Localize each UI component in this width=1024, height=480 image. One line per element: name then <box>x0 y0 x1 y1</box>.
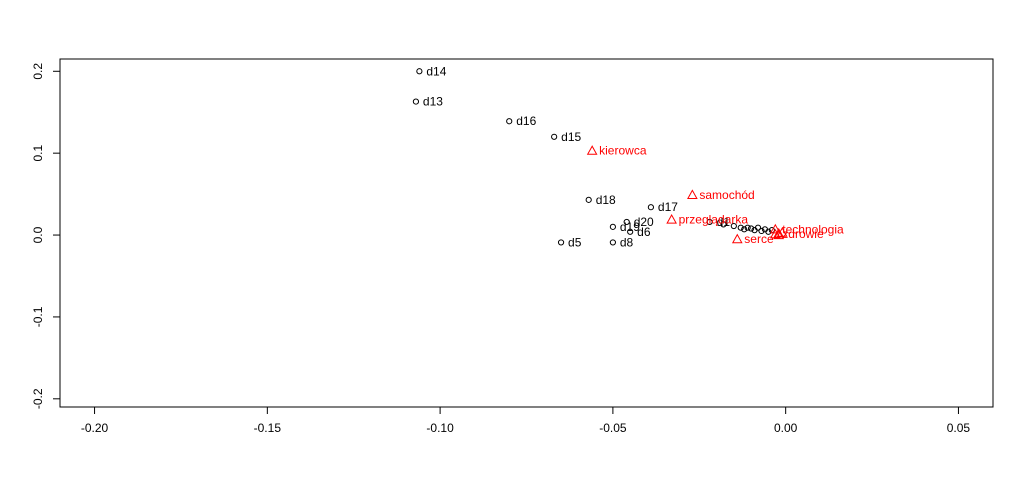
term-marker <box>773 227 785 238</box>
term-marker <box>769 223 781 234</box>
point-marker <box>744 224 751 231</box>
point-marker <box>720 221 727 228</box>
y-tick-label: 0.1 <box>31 145 45 162</box>
point-marker <box>585 196 592 203</box>
point-label: d19 <box>620 220 640 234</box>
point-marker <box>706 218 713 226</box>
point-marker <box>647 204 655 211</box>
point-label: d8 <box>620 235 634 249</box>
point-label: d5 <box>568 235 582 249</box>
term-label: technologia <box>782 222 844 236</box>
y-tick-label: -0.2 <box>31 388 45 409</box>
plot-frame <box>59 58 994 408</box>
x-tick-label: 0.05 <box>947 421 971 435</box>
point-marker <box>737 224 744 231</box>
y-tick-label: 0.2 <box>31 63 45 80</box>
x-tick-label: -0.15 <box>254 421 282 435</box>
term-label: przeglądarka <box>679 212 749 226</box>
point-marker <box>609 223 616 230</box>
term-marker <box>666 213 677 224</box>
point-marker <box>506 118 513 125</box>
x-tick-label: -0.10 <box>426 421 454 435</box>
point-marker <box>609 239 616 246</box>
x-tick-label: -0.05 <box>599 421 627 435</box>
point-marker <box>741 226 748 233</box>
point-marker <box>758 227 765 235</box>
x-axis: -0.20 -0.15 -0.10 -0.05 0.00 0.05 <box>81 406 971 435</box>
point-label: d15 <box>561 130 581 144</box>
point-marker <box>557 239 565 246</box>
point-marker <box>551 133 558 140</box>
x-tick-label: -0.20 <box>81 421 109 435</box>
term-marker <box>769 228 781 239</box>
term-marker <box>731 233 743 244</box>
term-marker <box>773 229 785 240</box>
point-marker <box>627 228 634 235</box>
term-label: kierowca <box>599 144 647 158</box>
point-label: d18 <box>596 193 616 207</box>
point-label: d20 <box>634 215 654 229</box>
point-label: d16 <box>516 114 536 128</box>
term-label: samochód <box>699 188 754 202</box>
point-marker <box>748 225 755 232</box>
term-label: serce <box>744 232 774 246</box>
point-marker <box>416 68 423 75</box>
y-tick-label: 0.0 <box>31 226 45 243</box>
y-tick-label: -0.1 <box>31 306 45 327</box>
point-label: d13 <box>423 95 443 109</box>
point-marker <box>730 222 737 230</box>
term-marker <box>687 189 698 200</box>
point-marker <box>754 224 762 231</box>
point-label: d6 <box>637 225 651 239</box>
y-axis: -0.2 -0.1 0.0 0.1 0.2 <box>31 63 61 409</box>
x-tick-label: 0.00 <box>774 421 798 435</box>
term-marker <box>586 145 598 155</box>
point-label: d17 <box>658 200 678 214</box>
point-marker <box>623 218 630 226</box>
term-label: zdrowie <box>782 227 824 241</box>
point-label: d14 <box>426 64 446 78</box>
point-marker <box>412 98 420 105</box>
